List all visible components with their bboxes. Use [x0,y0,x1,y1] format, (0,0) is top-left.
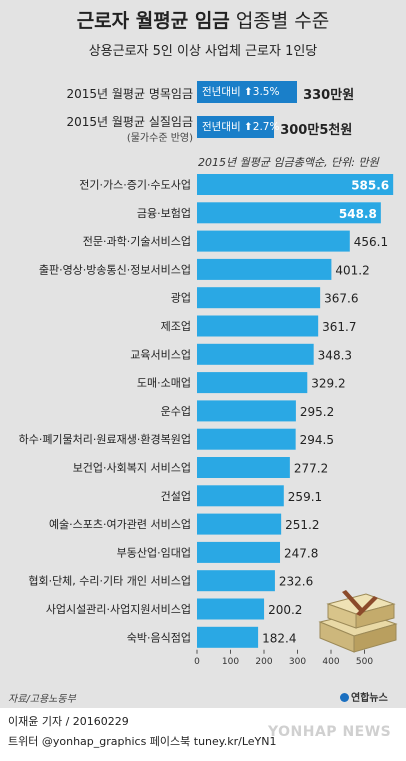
value-label-7: 329.2 [311,377,345,391]
category-label-10: 보건업·사회복지 서비스업 [73,462,191,475]
category-label-16: 숙박·음식점업 [127,631,191,644]
value-label-0: 585.6 [351,179,389,193]
bar-1 [197,202,381,224]
value-label-12: 251.2 [285,518,319,532]
category-label-15: 사업시설관리·사업지원서비스업 [46,603,191,616]
bar-12 [197,513,282,535]
category-label-0: 전기·가스·증기·수도사업 [79,179,191,192]
value-label-1: 548.8 [339,207,377,221]
x-tick-label-2: 200 [255,657,272,667]
bar-13 [197,541,281,563]
logo-mark-icon [340,693,349,702]
category-label-12: 예술·스포츠·여가관련 서비스업 [49,518,191,531]
subtitle: 상용근로자 5인 이상 사업체 근로자 1인당 [88,44,318,59]
category-label-14: 협회·단체, 수리·기타 개인 서비스업 [28,575,191,588]
bar-9 [197,428,296,450]
bar-0 [197,174,394,195]
category-label-3: 출판·영상·방송통신·정보서비스업 [39,263,191,276]
summary-real-value: 300만5천원 [280,123,353,138]
value-label-16: 182.4 [262,631,296,645]
x-tick-label-4: 400 [322,657,339,667]
title-bold: 근로자 월평균 임금 [76,10,230,32]
bar-14 [197,570,275,592]
bar-16 [197,626,259,648]
value-label-5: 361.7 [322,320,356,334]
category-label-2: 전문·과학·기술서비스업 [83,235,191,248]
category-label-6: 교육서비스업 [130,348,191,361]
category-label-13: 부동산업·임대업 [117,546,191,559]
value-label-11: 259.1 [288,490,322,504]
bar-6 [197,343,314,365]
x-tick-label-1: 100 [222,657,239,667]
bar-3 [197,258,332,280]
social-links: 트위터 @yonhap_graphics 페이스북 tuney.kr/LeYN1 [8,735,277,748]
title-light: 업종별 수준 [235,10,330,32]
x-tick-label-0: 0 [194,657,200,667]
category-label-8: 운수업 [161,405,191,418]
bar-5 [197,315,319,337]
value-label-6: 348.3 [318,348,352,362]
yonhap-logo: 연합뉴스 [340,689,388,704]
value-label-3: 401.2 [335,263,369,277]
summary-nominal-change-box: 전년대비 ⬆3.5% [197,81,298,103]
value-label-14: 232.6 [279,575,313,589]
value-label-15: 200.2 [268,603,302,617]
value-label-10: 277.2 [294,462,328,476]
category-label-4: 광업 [171,292,191,305]
summary-nominal-label: 2015년 월평균 명목임금 [66,87,194,101]
value-label-8: 295.2 [300,405,334,419]
bar-7 [197,372,308,394]
category-label-7: 도매·소매업 [137,377,191,390]
summary-nominal-value: 330만원 [303,88,355,103]
bar-chart: 전기·가스·증기·수도사업 585.6 금융·보험업 548.8 전문·과학·기술서비스… [19,174,394,667]
summary-real-label: 2015년 월평균 실질임금 [66,115,194,129]
value-label-13: 247.8 [284,546,318,560]
chart-note: 2015년 월평균 임금총액순, 단위: 만원 [198,156,379,169]
summary-real-change-box: 전년대비 ⬆2.7% [197,116,279,138]
value-label-2: 456.1 [354,235,388,249]
summary-real-sublabel: (물가수준 반영) [126,133,193,144]
bar-4 [197,287,321,309]
bar-15 [197,598,265,620]
value-label-4: 367.6 [324,292,358,306]
category-label-11: 건설업 [161,490,191,503]
reporter-credit: 이재윤 기자 / 20160229 [8,715,129,728]
watermark: YONHAP NEWS [268,724,392,740]
bar-8 [197,400,296,422]
logo-text: 연합뉴스 [351,693,388,704]
value-label-9: 294.5 [300,433,334,447]
x-tick-label-3: 300 [289,657,306,667]
category-label-1: 금융·보험업 [137,207,191,220]
money-stack-icon [318,590,398,653]
bar-11 [197,485,284,507]
bar-10 [197,457,290,478]
x-tick-label-5: 500 [356,657,373,667]
source-note: 자료/고용노동부 [8,694,76,705]
category-label-9: 하수·폐기물처리·원료재생·환경복원업 [19,432,191,446]
page-title: 근로자 월평균 임금 업종별 수준 [0,6,406,33]
bar-2 [197,230,350,252]
category-label-5: 제조업 [161,320,191,333]
